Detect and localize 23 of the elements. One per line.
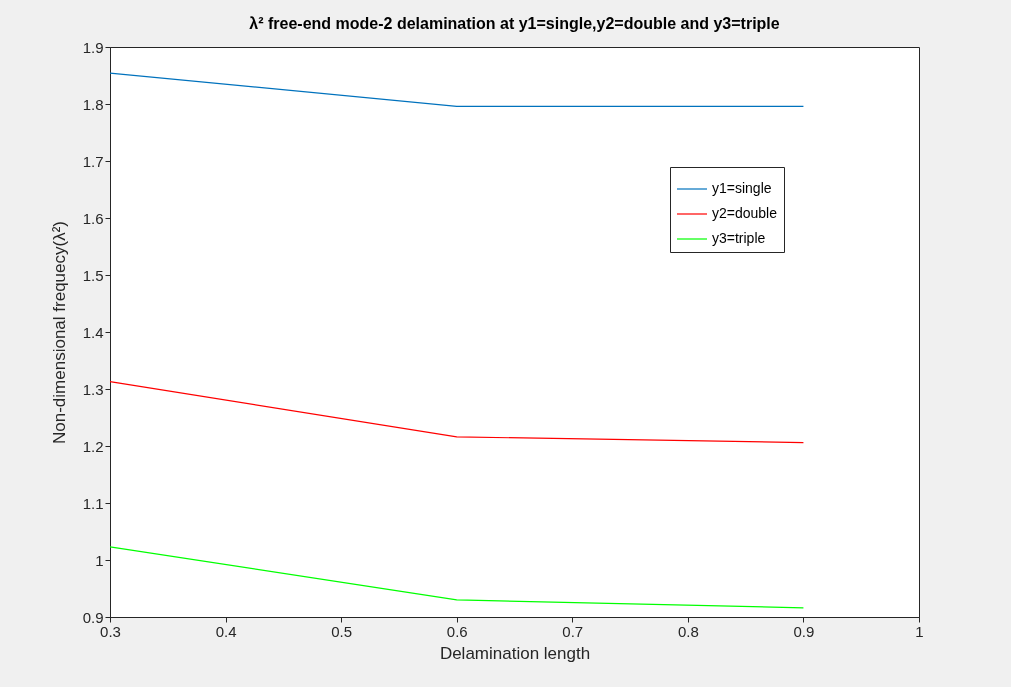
x-axis-title: Delamination length bbox=[439, 643, 591, 663]
y-axis-title: Non-dimensional frequecy(λ²) bbox=[49, 221, 69, 444]
legend-label: y3=triple bbox=[712, 230, 766, 246]
y-tick-label: 1.2 bbox=[82, 437, 104, 455]
x-tick-label: 0.8 bbox=[677, 622, 699, 640]
x-tick-label: 0.6 bbox=[446, 622, 468, 640]
chart-title: λ² free-end mode-2 delamination at y1=single,y2=double and y3=triple bbox=[249, 15, 780, 32]
y-tick-label: 1.5 bbox=[82, 266, 104, 284]
y-tick-label: 1.9 bbox=[82, 38, 104, 56]
y-tick-label: 1 bbox=[95, 551, 104, 569]
y-tick-label: 1.1 bbox=[82, 494, 104, 512]
legend-label: y2=double bbox=[712, 205, 778, 221]
legend-label: y1=single bbox=[712, 180, 772, 196]
x-tick-label: 0.5 bbox=[331, 622, 353, 640]
x-tick-label: 0.9 bbox=[793, 622, 815, 640]
y-tick-label: 1.8 bbox=[82, 95, 104, 113]
y-tick-label: 1.6 bbox=[82, 209, 104, 227]
y-tick-label: 1.3 bbox=[82, 380, 104, 398]
x-tick-label: 0.4 bbox=[215, 622, 237, 640]
x-tick-label: 0.7 bbox=[562, 622, 584, 640]
y-tick-label: 1.7 bbox=[82, 152, 104, 170]
x-tick-label: 1 bbox=[915, 622, 924, 640]
y-tick-label: 1.4 bbox=[82, 323, 104, 341]
